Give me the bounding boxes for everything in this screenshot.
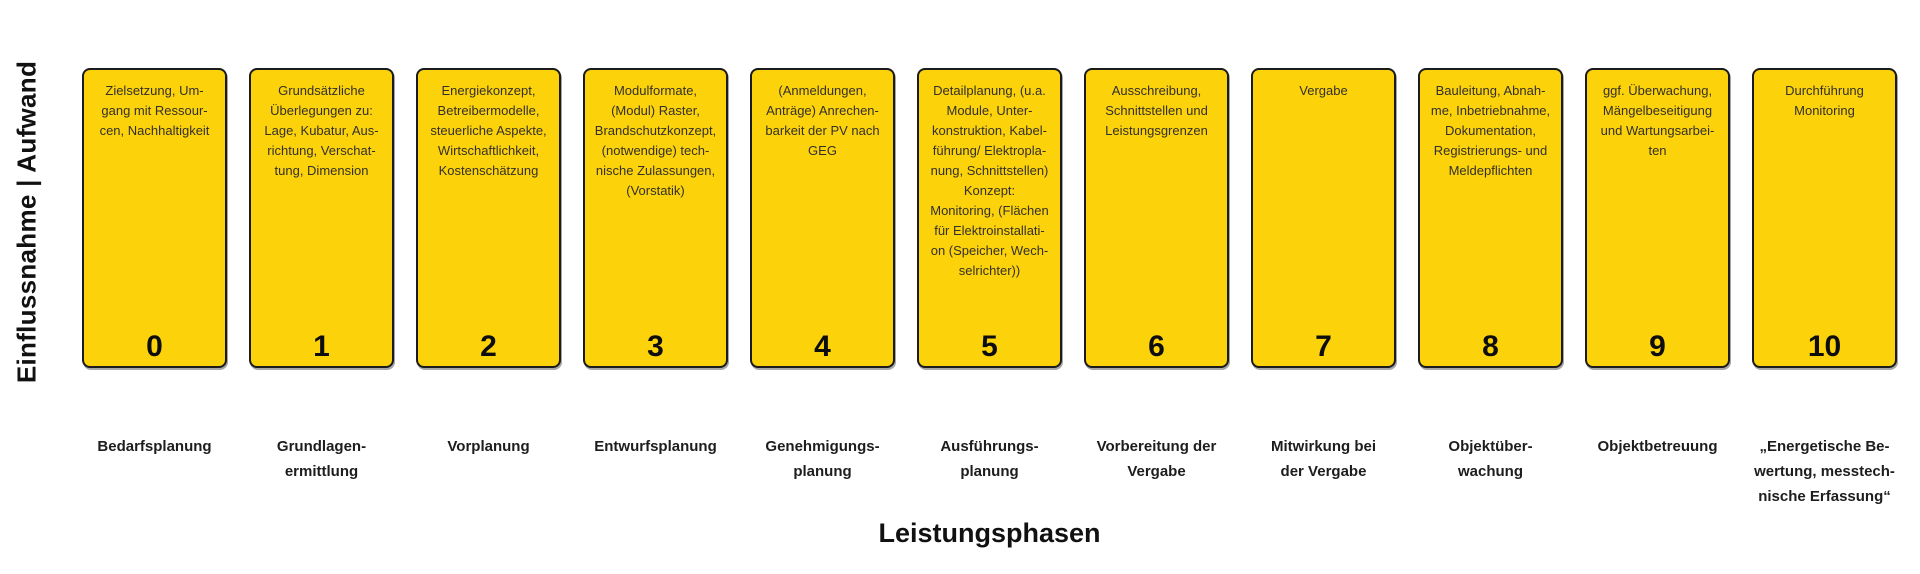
plot-area: Zielsetzung, Um- gang mit Ressour- cen, … bbox=[82, 68, 1897, 574]
phase-column: Grundsätzliche Überlegungen zu: Lage, Ku… bbox=[249, 68, 394, 509]
phase-label: Vorbereitung der Vergabe bbox=[1096, 438, 1217, 480]
phase-description: ggf. Überwachung, Mängelbeseitigung und … bbox=[1600, 83, 1715, 158]
y-axis-label: Einflussnahme | Aufwand bbox=[11, 60, 42, 384]
phase-box: Vergabe 7 bbox=[1251, 68, 1396, 368]
phase-number: 7 bbox=[1315, 330, 1332, 363]
phase-column: Vergabe 7 Mitwirkung bei der Vergabe bbox=[1251, 68, 1396, 509]
phase-label: Genehmigungs- planung bbox=[765, 438, 880, 480]
phase-label: Grundlagen- ermittlung bbox=[276, 438, 367, 480]
phase-description: Ausschreibung, Schnittstellen und Leistu… bbox=[1105, 83, 1208, 138]
phase-label: Objektüber- wachung bbox=[1448, 438, 1533, 480]
phase-box: ggf. Überwachung, Mängelbeseitigung und … bbox=[1585, 68, 1730, 368]
phase-description: Zielsetzung, Um- gang mit Ressour- cen, … bbox=[99, 83, 210, 138]
phase-number: 1 bbox=[313, 330, 330, 363]
phase-box: Detailplanung, (u.a. Module, Unter- kons… bbox=[917, 68, 1062, 368]
phase-number: 8 bbox=[1482, 330, 1499, 363]
phase-number: 5 bbox=[981, 330, 998, 363]
phase-box: Energiekonzept, Betreibermodelle, steuer… bbox=[416, 68, 561, 368]
phase-column: Zielsetzung, Um- gang mit Ressour- cen, … bbox=[82, 68, 227, 509]
phase-box: Durchführung Monitoring 10 bbox=[1752, 68, 1897, 368]
phase-column: ggf. Überwachung, Mängelbeseitigung und … bbox=[1585, 68, 1730, 509]
x-axis-title: Leistungsphasen bbox=[878, 518, 1101, 548]
phase-column: Durchführung Monitoring 10 „Energetische… bbox=[1752, 68, 1897, 509]
phase-label: Ausführungs- planung bbox=[940, 438, 1039, 480]
phase-label: Entwurfsplanung bbox=[594, 438, 717, 455]
phase-columns: Zielsetzung, Um- gang mit Ressour- cen, … bbox=[82, 68, 1897, 509]
phase-label: Bedarfsplanung bbox=[97, 438, 212, 455]
phase-column: Energiekonzept, Betreibermodelle, steuer… bbox=[416, 68, 561, 509]
phase-number: 0 bbox=[146, 330, 163, 363]
phase-column: Modulformate, (Modul) Raster, Brandschut… bbox=[583, 68, 728, 509]
phase-box: (Anmeldungen, Anträge) Anrechen- barkeit… bbox=[750, 68, 895, 368]
phase-description: Modulformate, (Modul) Raster, Brandschut… bbox=[594, 83, 717, 198]
phase-description: Energiekonzept, Betreibermodelle, steuer… bbox=[430, 83, 547, 178]
phase-label: Mitwirkung bei der Vergabe bbox=[1271, 438, 1376, 480]
phase-description: Vergabe bbox=[1299, 83, 1348, 98]
phase-number: 6 bbox=[1148, 330, 1165, 363]
phase-box: Bauleitung, Abnah- me, Inbetriebnahme, D… bbox=[1418, 68, 1563, 368]
phase-description: Bauleitung, Abnah- me, Inbetriebnahme, D… bbox=[1430, 83, 1551, 178]
phase-number: 10 bbox=[1807, 330, 1842, 363]
phase-label: „Energetische Be- wertung, messtech- nis… bbox=[1754, 438, 1895, 505]
phase-description: Durchführung Monitoring bbox=[1785, 83, 1864, 118]
phase-description: Grundsätzliche Überlegungen zu: Lage, Ku… bbox=[264, 83, 379, 178]
phase-description: (Anmeldungen, Anträge) Anrechen- barkeit… bbox=[765, 83, 880, 158]
phase-label: Objektbetreuung bbox=[1597, 438, 1718, 455]
phase-column: Bauleitung, Abnah- me, Inbetriebnahme, D… bbox=[1418, 68, 1563, 509]
phase-box: Zielsetzung, Um- gang mit Ressour- cen, … bbox=[82, 68, 227, 368]
phase-column: (Anmeldungen, Anträge) Anrechen- barkeit… bbox=[750, 68, 895, 509]
phase-number: 2 bbox=[480, 330, 497, 363]
phase-number: 3 bbox=[647, 330, 664, 363]
phase-column: Detailplanung, (u.a. Module, Unter- kons… bbox=[917, 68, 1062, 509]
phase-number: 9 bbox=[1649, 330, 1666, 363]
phase-box: Modulformate, (Modul) Raster, Brandschut… bbox=[583, 68, 728, 368]
phase-box: Ausschreibung, Schnittstellen und Leistu… bbox=[1084, 68, 1229, 368]
phase-number: 4 bbox=[814, 330, 831, 363]
phase-box: Grundsätzliche Überlegungen zu: Lage, Ku… bbox=[249, 68, 394, 368]
phase-description: Detailplanung, (u.a. Module, Unter- kons… bbox=[930, 83, 1049, 278]
phase-column: Ausschreibung, Schnittstellen und Leistu… bbox=[1084, 68, 1229, 509]
phase-label: Vorplanung bbox=[447, 438, 530, 455]
